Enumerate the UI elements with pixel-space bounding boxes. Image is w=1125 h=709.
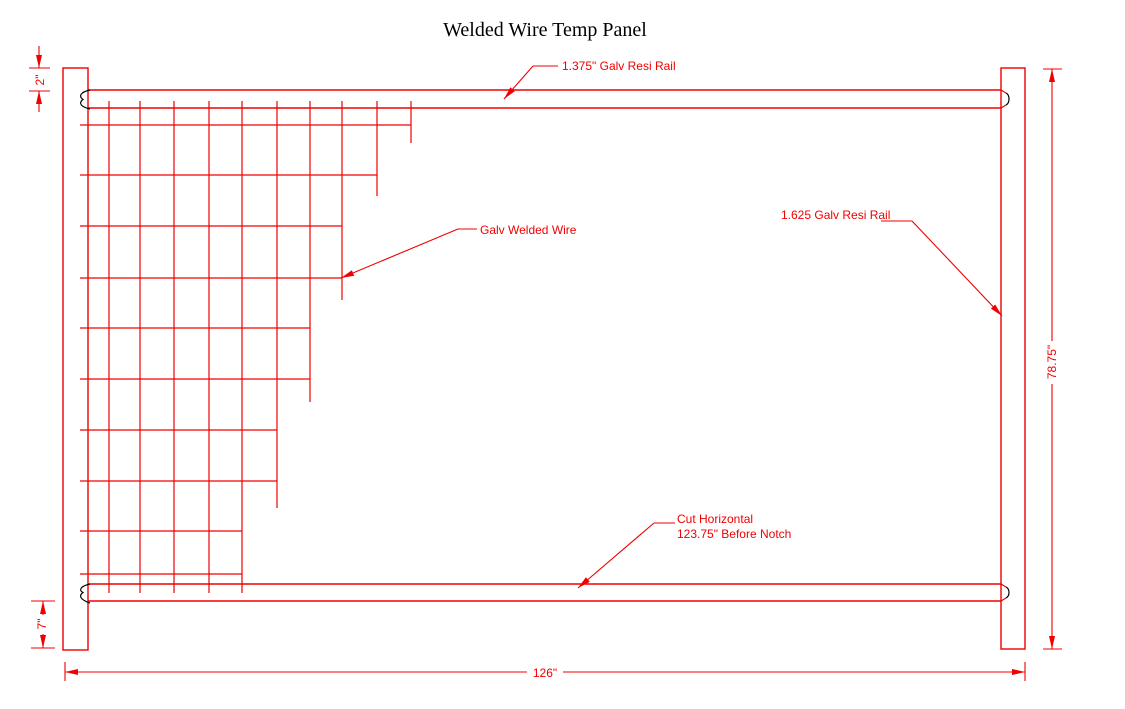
dimension-arrow: [36, 55, 42, 68]
dim-text-panel-width: 126": [533, 666, 557, 680]
dimension-arrow: [1049, 69, 1055, 82]
dimension-arrow: [65, 669, 78, 675]
label-right-rail: 1.625 Galv Resi Rail: [781, 208, 890, 222]
label-cut-note-line1: Cut Horizontal: [677, 512, 753, 526]
swage-notch: [1000, 89, 1007, 94]
dimension-lines-group: [29, 46, 1062, 681]
dimension-arrow: [40, 635, 46, 648]
swage-notch: [1000, 583, 1007, 588]
dimension-arrow: [1049, 636, 1055, 649]
swage-notch: [1005, 586, 1010, 599]
swage-notch: [1000, 597, 1007, 602]
post: [1000, 67, 1026, 650]
leader-line: [911, 220, 1003, 317]
label-top-rail: 1.375" Galv Resi Rail: [562, 59, 676, 73]
drawing-title: Welded Wire Temp Panel: [443, 19, 647, 41]
dimension-arrow: [36, 91, 42, 104]
dim-text-panel-height: 78.75": [1045, 345, 1059, 379]
dimension-arrow: [40, 601, 46, 614]
wire-mesh-group: [80, 101, 412, 593]
post: [62, 67, 89, 651]
leader-line: [340, 228, 459, 279]
leader-lines-group: [340, 65, 1003, 589]
leader-arrow: [578, 577, 590, 588]
rails-group: [88, 89, 1001, 602]
leader-arrow: [990, 304, 1002, 316]
label-cut-note-line2: 123.75" Before Notch: [677, 527, 791, 541]
dim-text-bottom-offset: 7": [35, 619, 49, 630]
leader-line: [577, 522, 655, 589]
leader-arrow: [504, 87, 515, 99]
swage-notch: [1000, 104, 1007, 109]
swage-notch: [1005, 92, 1010, 106]
dim-text-top-offset: 2": [33, 75, 47, 86]
dimension-arrow: [1012, 669, 1025, 675]
leader-arrow: [341, 270, 355, 278]
label-welded-wire: Galv Welded Wire: [480, 223, 577, 237]
swage-notch: [80, 583, 91, 604]
swage-notch: [80, 89, 91, 110]
swage-notches-group: [80, 89, 1010, 604]
posts-group: [62, 67, 1026, 651]
